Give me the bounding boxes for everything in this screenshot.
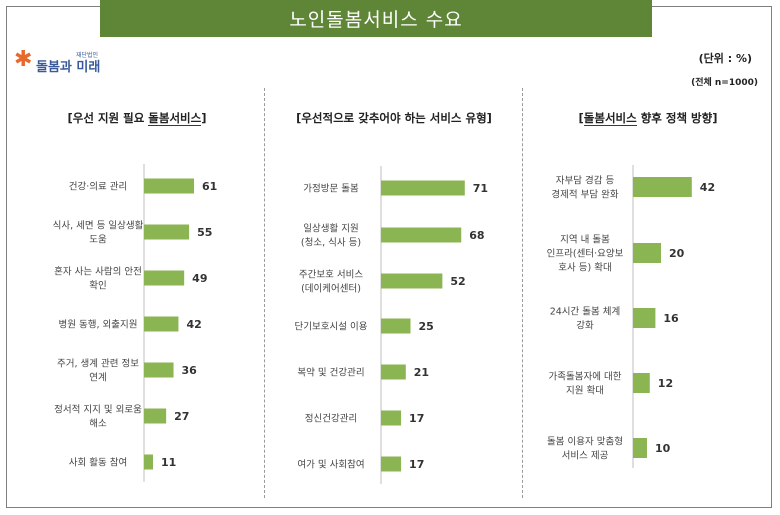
- data-label: 68: [469, 229, 484, 242]
- bar: [381, 410, 402, 426]
- data-label: 20: [669, 247, 685, 260]
- bar: [144, 270, 185, 286]
- panel-title-1-part-1: [우선 지원 필요: [67, 111, 149, 125]
- category-label: (데이케어센터): [301, 284, 361, 295]
- category-label: 인프라(센터·요양보: [547, 249, 624, 260]
- bar: [381, 227, 462, 243]
- bar: [381, 364, 406, 380]
- category-label: 식사, 세면 등 일상생활: [53, 220, 144, 232]
- bar: [633, 438, 647, 458]
- bar: [144, 316, 179, 332]
- panel-title-2-part-1: [우선적으로 갖추어야 하는 서비스 유형]: [296, 111, 492, 125]
- category-label: 호사 등) 확대: [558, 262, 611, 274]
- logo-small-text: 재단법인: [76, 52, 99, 59]
- data-label: 42: [186, 318, 201, 331]
- category-label: 정신건강관리: [305, 414, 357, 425]
- category-label: 지원 확대: [566, 385, 604, 397]
- category-label: 주거, 생계 관련 정보: [57, 358, 139, 370]
- category-label: 일상생활 지원: [303, 223, 358, 235]
- panel-title-3-part-3: 향후 정책 방향]: [636, 111, 718, 125]
- data-label: 17: [409, 458, 424, 471]
- panel-title-1: [우선 지원 필요 돌봄서비스]: [12, 110, 262, 126]
- data-label: 36: [182, 364, 198, 377]
- unit-label: (단위 : %): [698, 52, 752, 65]
- data-label: 11: [161, 456, 176, 469]
- data-label: 42: [700, 181, 715, 194]
- category-label: 경제적 부담 완화: [551, 189, 618, 201]
- bar: [144, 178, 195, 194]
- data-label: 71: [473, 182, 488, 195]
- bar: [144, 362, 174, 378]
- bar: [633, 243, 661, 263]
- panel-title-3-part-1: [: [578, 111, 584, 125]
- bar: [633, 308, 656, 328]
- category-label: 돌봄 이용자 맞춤형: [547, 436, 623, 448]
- category-label: 해소: [89, 418, 107, 430]
- category-label: 단기보호시설 이용: [295, 322, 368, 333]
- data-label: 25: [419, 320, 434, 333]
- panel-title-1-part-2: 돌봄서비스: [148, 111, 202, 126]
- category-label: 자부담 경감 등: [556, 175, 615, 187]
- panel-title-1-part-3: ]: [201, 111, 207, 125]
- category-label: 강화: [576, 321, 594, 332]
- panel-divider-1: [264, 88, 265, 498]
- category-label: 연계: [89, 372, 106, 384]
- bar: [144, 224, 190, 240]
- page-title: 노인돌봄서비스 수요: [100, 0, 652, 37]
- category-label: 가족돌봄자에 대한: [549, 372, 622, 383]
- category-label: 지역 내 돌봄: [560, 235, 610, 246]
- category-label: 도움: [89, 235, 107, 246]
- bar: [381, 318, 411, 334]
- category-label: 확인: [89, 280, 106, 292]
- bar: [381, 273, 443, 289]
- data-label: 49: [192, 272, 207, 285]
- panel-divider-2: [522, 88, 523, 498]
- data-label: 52: [450, 275, 465, 288]
- panel-title-2: [우선적으로 갖추어야 하는 서비스 유형]: [266, 110, 522, 126]
- data-label: 17: [409, 412, 424, 425]
- bar: [633, 177, 692, 197]
- category-label: 가정방문 돌봄: [303, 184, 359, 195]
- category-label: 건강·의료 관리: [69, 182, 127, 193]
- category-label: 여가 및 사회참여: [297, 459, 364, 471]
- total-label: (전체 n=1000): [691, 78, 758, 88]
- category-label: 서비스 제공: [562, 451, 609, 462]
- category-label: 혼자 사는 사람의 안전: [54, 266, 142, 278]
- bar: [144, 408, 167, 424]
- bar: [144, 454, 154, 470]
- data-label: 55: [197, 226, 212, 239]
- category-label: (청소, 식사 등): [301, 238, 361, 249]
- data-label: 10: [655, 442, 671, 455]
- bar: [381, 180, 465, 196]
- logo: ✱ 재단법인 돌봄과 미래: [14, 48, 114, 78]
- data-label: 21: [414, 366, 429, 379]
- data-label: 61: [202, 180, 217, 193]
- category-label: 병원 동행, 외출지원: [59, 319, 138, 331]
- bar-chart-2: 71 가정방문 돌봄 68 일상생활 지원 (청소, 식사 등) 52 주간보호 서비스 (데…: [295, 166, 488, 484]
- data-label: 12: [658, 377, 673, 390]
- category-label: 정서적 지지 및 외로움: [54, 404, 142, 416]
- data-label: 27: [174, 410, 189, 423]
- category-label: 주간보호 서비스: [299, 270, 363, 281]
- panel-title-3: [돌봄서비스 향후 정책 방향]: [524, 110, 772, 126]
- logo-text: 돌봄과 미래: [36, 60, 101, 75]
- data-label: 16: [663, 312, 679, 325]
- category-label: 24시간 돌봄 체계: [550, 306, 621, 318]
- bar: [633, 373, 650, 393]
- category-label: 복약 및 건강관리: [297, 367, 364, 379]
- category-label: 사회 활동 참여: [69, 457, 127, 469]
- panel-title-3-part-2: 돌봄서비스: [583, 111, 637, 126]
- bar: [381, 456, 402, 472]
- logo-star-icon: ✱: [14, 47, 33, 72]
